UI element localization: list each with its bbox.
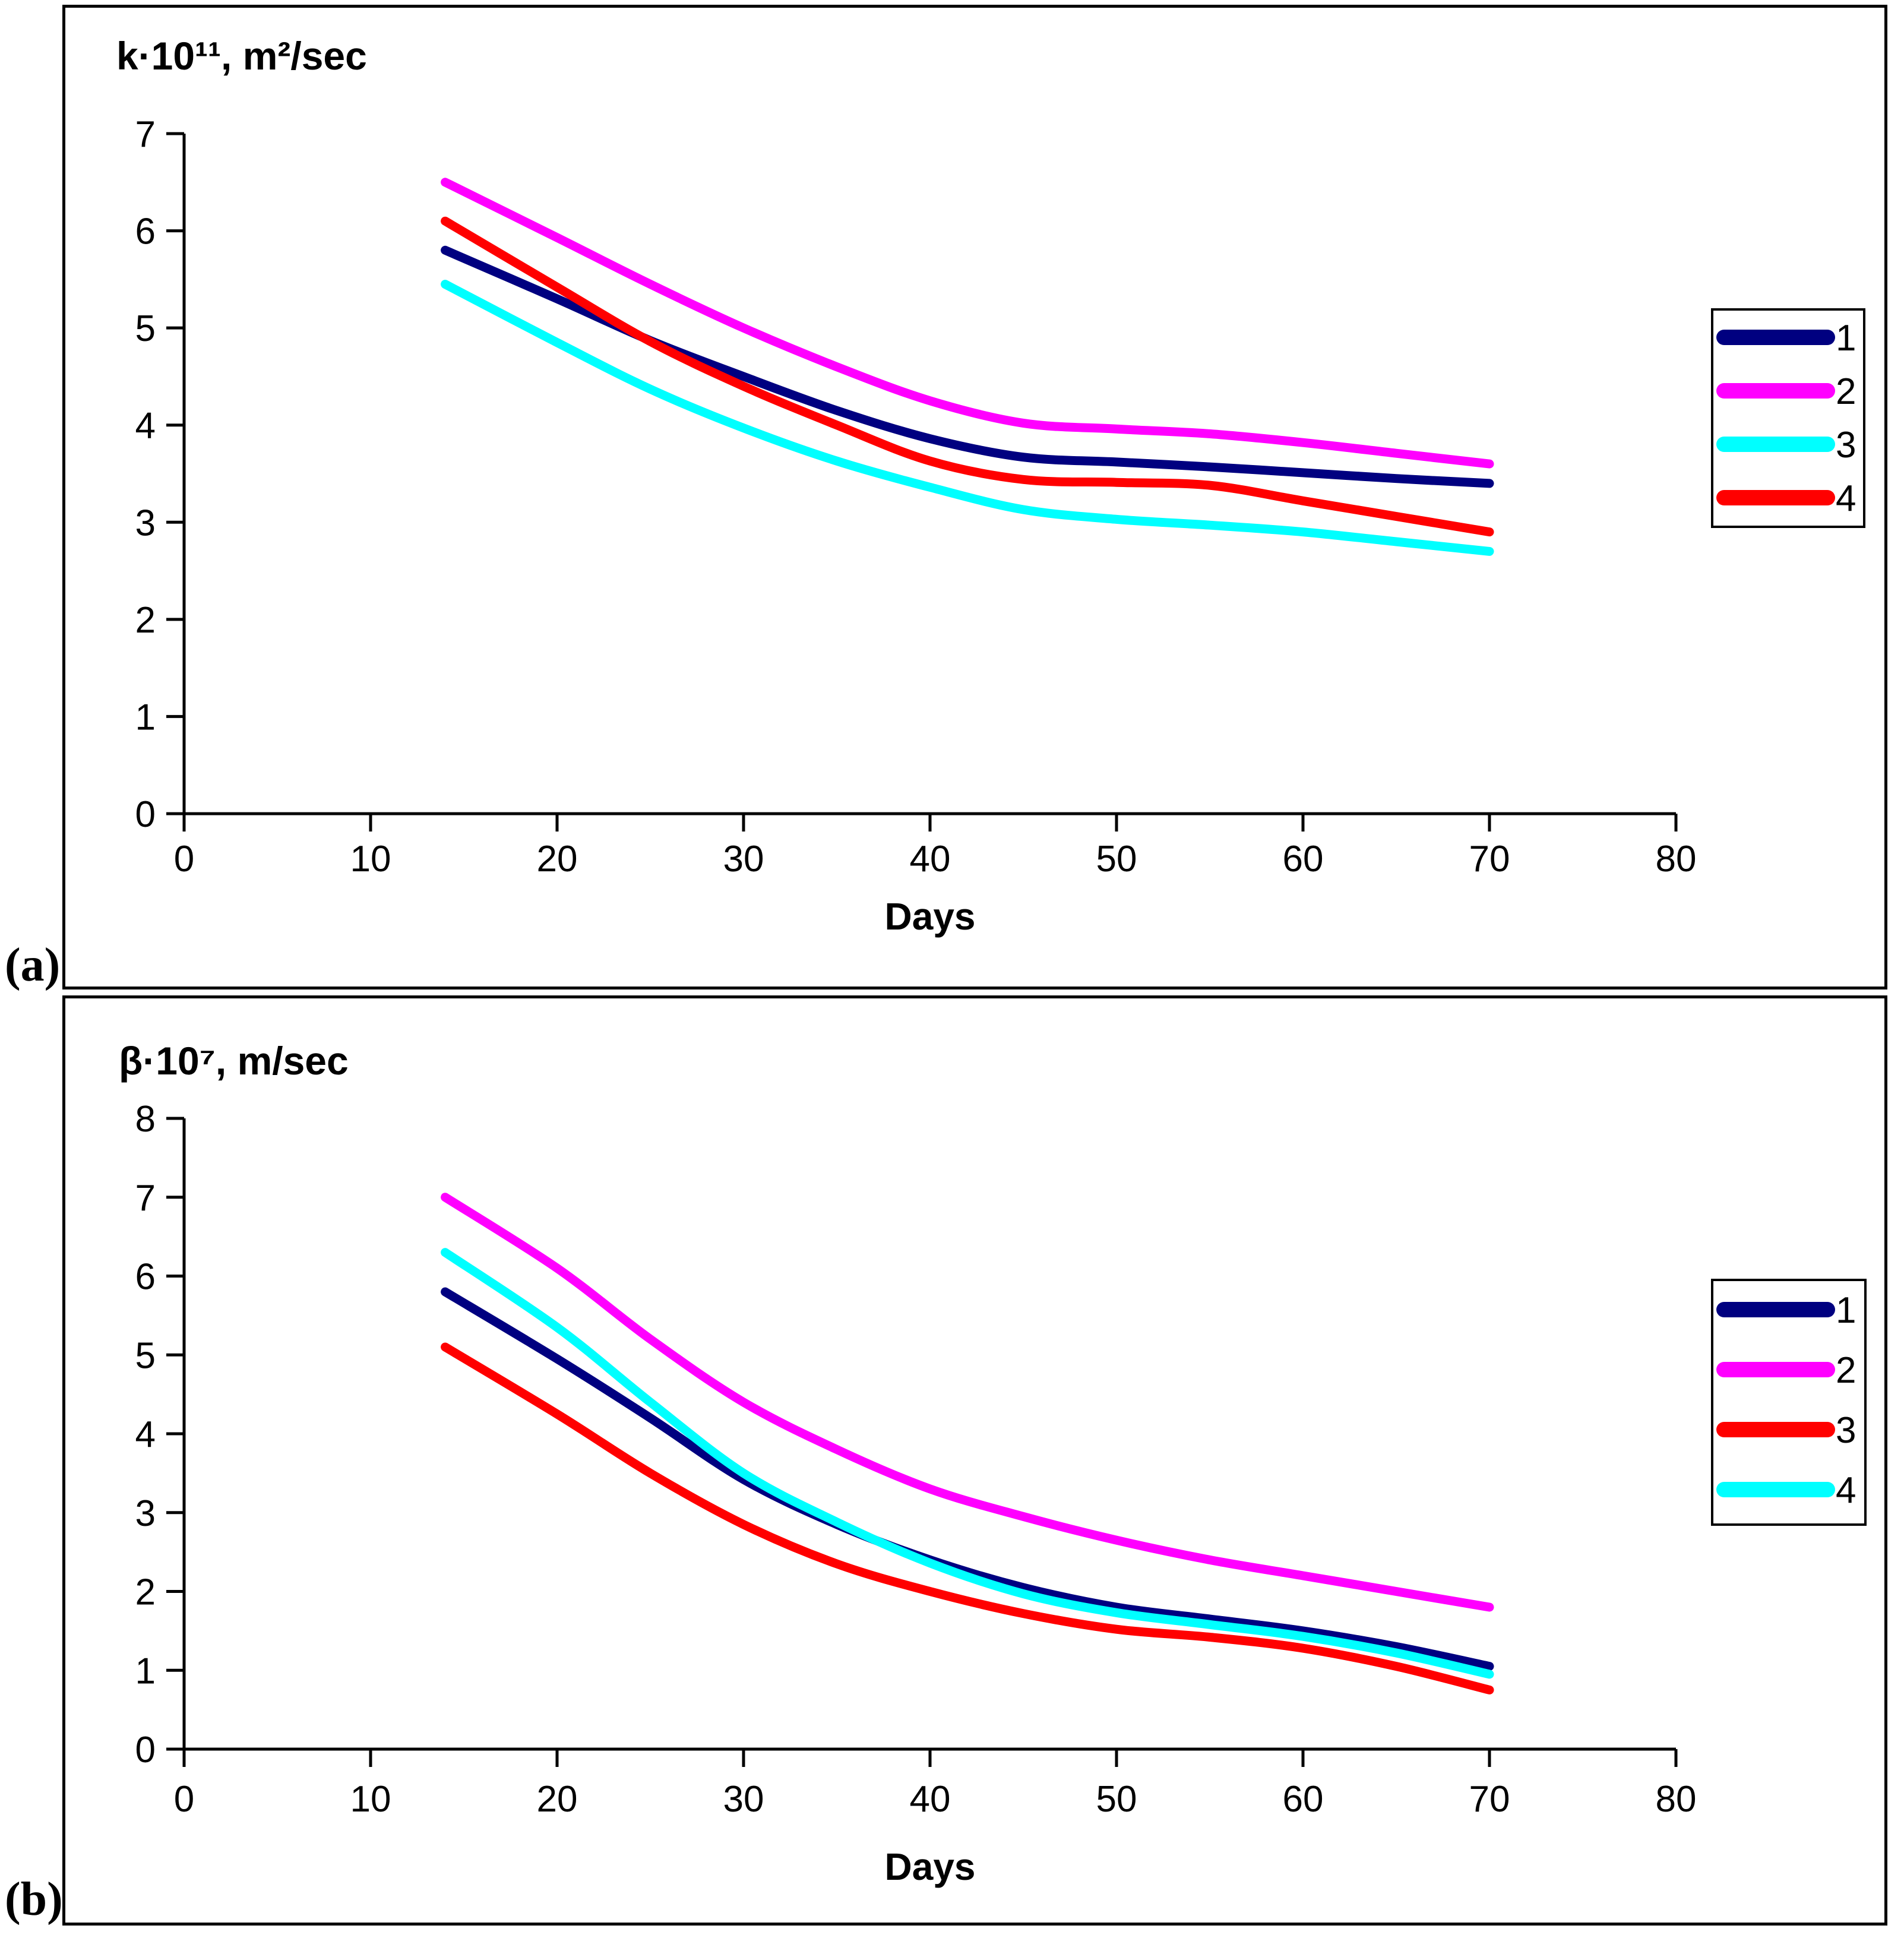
x-tick-label: 70 (1469, 1779, 1510, 1820)
series-line-4 (441, 216, 1494, 537)
x-tick-label: 50 (1096, 1779, 1137, 1820)
y-tick-label: 3 (135, 1493, 156, 1534)
panel-label-b: (b) (5, 1873, 63, 1926)
x-tick-label: 0 (174, 1779, 194, 1820)
y-tick-label: 2 (135, 1572, 156, 1613)
legend-label: 4 (1836, 1470, 1856, 1511)
x-tick-label: 0 (174, 839, 194, 880)
x-tick-label: 10 (350, 1779, 391, 1820)
y-tick-label: 0 (135, 794, 156, 835)
x-tick-label: 60 (1283, 1779, 1324, 1820)
legend-label: 2 (1836, 1350, 1856, 1391)
chart-a-x-axis-title: Days (884, 895, 976, 938)
y-tick-label: 5 (135, 1335, 156, 1376)
y-tick-label: 8 (135, 1099, 156, 1140)
y-tick-label: 4 (135, 1414, 156, 1455)
chart-b-x-axis-title: Days (884, 1845, 976, 1888)
x-tick-label: 10 (350, 839, 391, 880)
y-tick-label: 6 (135, 211, 156, 252)
panel-label-a: (a) (5, 939, 61, 991)
x-tick-label: 40 (910, 1779, 951, 1820)
y-tick-label: 4 (135, 406, 156, 447)
series-line-2 (441, 178, 1494, 469)
y-tick-label: 3 (135, 502, 156, 543)
y-tick-label: 2 (135, 600, 156, 641)
series-line-3 (441, 280, 1494, 556)
legend-label: 1 (1836, 1290, 1856, 1331)
series-line-1 (441, 1287, 1494, 1671)
x-tick-label: 20 (537, 839, 578, 880)
x-tick-label: 40 (910, 839, 951, 880)
series-line-2 (441, 1193, 1494, 1612)
x-tick-label: 60 (1283, 839, 1324, 880)
y-tick-label: 7 (135, 1178, 156, 1219)
y-tick-label: 5 (135, 308, 156, 349)
x-tick-label: 50 (1096, 839, 1137, 880)
x-tick-label: 80 (1656, 1779, 1697, 1820)
y-tick-label: 1 (135, 697, 156, 738)
y-tick-label: 6 (135, 1257, 156, 1298)
legend-label: 1 (1836, 318, 1856, 359)
x-tick-label: 20 (537, 1779, 578, 1820)
series-line-4 (441, 1248, 1494, 1679)
x-tick-label: 70 (1469, 839, 1510, 880)
y-tick-label: 7 (135, 114, 156, 155)
chart-a-title: k·10¹¹, m²/sec (116, 34, 367, 78)
panel-a: 0 1 2 3 4 5 6 7 0 10 20 30 40 50 60 70 80 1 2 3 4 k·10¹¹, m²… (62, 5, 1887, 989)
legend-label: 3 (1836, 425, 1856, 466)
series-line-3 (441, 1342, 1494, 1694)
x-tick-label: 80 (1656, 839, 1697, 880)
y-tick-label: 0 (135, 1730, 156, 1771)
y-tick-label: 1 (135, 1651, 156, 1692)
chart-b-title: β·10⁷, m/sec (119, 1039, 349, 1083)
x-tick-label: 30 (723, 839, 764, 880)
legend-label: 4 (1836, 478, 1856, 519)
legend-label: 3 (1836, 1410, 1856, 1451)
legend-label: 2 (1836, 371, 1856, 412)
x-tick-label: 30 (723, 1779, 764, 1820)
panel-b: 0 1 2 3 4 5 6 7 8 0 10 20 30 40 50 60 70 80 1 2 3 4 β·10⁷, m/… (62, 995, 1887, 1926)
